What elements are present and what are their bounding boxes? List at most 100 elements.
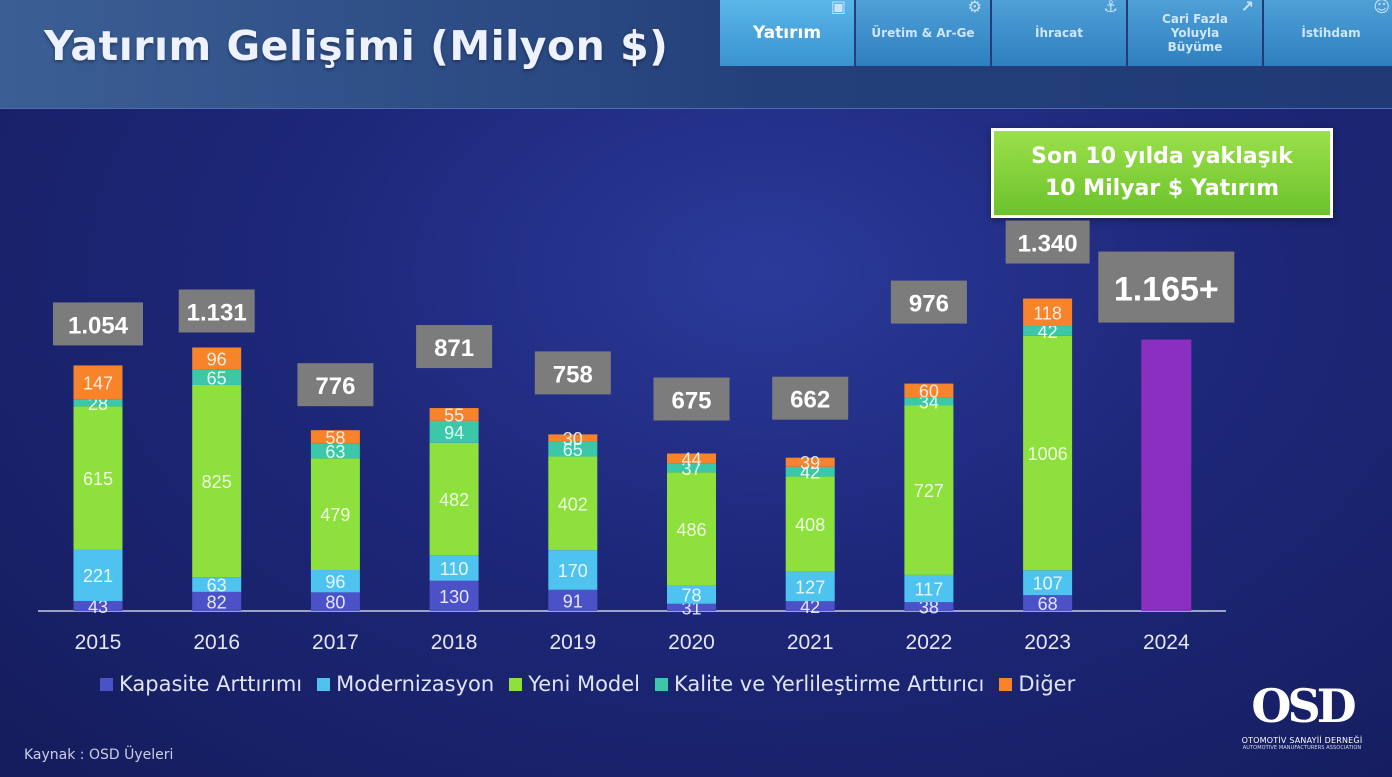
bar-segment-kapasite — [73, 600, 123, 611]
legend-item-kalite: Kalite ve Yerlileştirme Arttırıcı — [655, 672, 984, 696]
x-tick-label: 2020 — [668, 631, 715, 654]
x-tick-label: 2017 — [312, 631, 359, 654]
legend-item-modernizasyon: Modernizasyon — [317, 672, 494, 696]
legend-swatch — [100, 677, 113, 691]
bar-segment-yeni_model — [785, 476, 835, 572]
data-label: 82 — [207, 592, 227, 612]
total-box — [1005, 220, 1090, 264]
data-label: 63 — [325, 442, 345, 462]
data-label: 130 — [439, 587, 469, 607]
tab-yatirim[interactable]: ▣ Yatırım — [720, 0, 854, 66]
data-label: 147 — [83, 374, 113, 394]
bar-segment-kalite — [192, 369, 242, 385]
tab-ihracat[interactable]: ⚓ İhracat — [992, 0, 1126, 66]
data-label: 107 — [1033, 574, 1063, 594]
x-tick-label: 2021 — [787, 631, 834, 654]
gears-icon: ⚙ — [967, 0, 982, 16]
total-label: 871 — [434, 335, 474, 362]
data-label: 60 — [919, 382, 939, 402]
data-label: 39 — [800, 453, 820, 473]
chart-legend: Kapasite Arttırımı Modernizasyon Yeni Mo… — [100, 670, 1090, 698]
data-label: 37 — [681, 459, 701, 479]
data-label: 402 — [558, 494, 588, 514]
total-box — [653, 377, 730, 421]
total-box — [416, 325, 493, 369]
bar-segment-diger — [192, 347, 242, 370]
bar-segment-diger — [667, 453, 716, 464]
data-label: 94 — [444, 423, 464, 443]
tab-cari-fazla[interactable]: ↗ Cari Fazla Yoluyla Büyüme — [1128, 0, 1262, 66]
data-label: 482 — [439, 490, 469, 510]
x-tick-label: 2018 — [431, 631, 478, 654]
total-box — [297, 363, 374, 407]
bar-segment-yeni_model — [548, 456, 598, 551]
bar-segment-kapasite — [310, 592, 360, 611]
total-label: 776 — [315, 373, 355, 400]
bar-segment-kapasite — [429, 580, 479, 611]
data-label: 117 — [915, 580, 944, 600]
bar-segment-yeni_model — [1023, 335, 1073, 571]
bar-segment-diger — [904, 383, 954, 398]
x-tick-label: 2023 — [1024, 631, 1071, 654]
people-icon: ☺ — [1373, 0, 1390, 16]
data-label: 96 — [207, 350, 227, 370]
bar-segment-diger — [73, 365, 123, 400]
data-label: 42 — [1038, 322, 1058, 342]
summary-callout: Son 10 yılda yaklaşık 10 Milyar $ Yatırı… — [991, 128, 1333, 218]
total-box — [53, 302, 143, 346]
bar-segment-kalite — [667, 463, 716, 473]
tab-label: Yatırım — [752, 23, 822, 43]
data-label: 118 — [1033, 303, 1062, 323]
legend-item-diger: Diğer — [999, 672, 1075, 696]
bar-segment-diger — [429, 408, 479, 421]
data-label: 30 — [563, 429, 583, 449]
bar-segment-kalite — [785, 466, 835, 477]
data-label: 615 — [83, 469, 113, 489]
total-box — [1098, 251, 1235, 323]
legend-swatch — [655, 677, 669, 691]
tab-istihdam[interactable]: ☺ İstihdam — [1264, 0, 1392, 66]
data-label: 43 — [88, 597, 108, 617]
bar-segment-modernizasyon — [192, 577, 242, 592]
data-label: 727 — [914, 481, 944, 501]
total-box — [178, 289, 255, 333]
total-label: 976 — [909, 291, 949, 318]
tab-label: İstihdam — [1301, 26, 1361, 40]
total-box — [890, 280, 967, 324]
data-label: 825 — [202, 472, 232, 492]
ship-icon: ⚓ — [1103, 0, 1118, 16]
data-label: 1006 — [1028, 444, 1068, 464]
total-label: 1.340 — [1018, 231, 1078, 258]
data-label: 55 — [444, 405, 464, 425]
bar-segment-yeni_model — [310, 458, 360, 570]
logo-line-1: OTOMOTİV SANAYİİ DERNEĞİ — [1241, 736, 1363, 745]
callout-line-1: Son 10 yılda yaklaşık — [1031, 144, 1293, 169]
bar-segment-modernizasyon — [667, 585, 716, 604]
legend-label: Yeni Model — [528, 672, 641, 696]
legend-label: Diğer — [1018, 672, 1076, 696]
legend-swatch — [999, 677, 1013, 691]
data-label: 91 — [563, 591, 583, 611]
total-label: 675 — [671, 387, 711, 414]
legend-label: Kapasite Arttırımı — [119, 672, 303, 696]
x-tick-label: 2019 — [549, 631, 596, 654]
bar-segment-yeni_model — [429, 442, 479, 556]
tab-uretim-arge[interactable]: ⚙ Üretim & Ar-Ge — [856, 0, 990, 66]
bar-segment-kalite — [548, 441, 598, 457]
data-label: 110 — [440, 559, 469, 579]
bar-segment-modernizasyon — [73, 549, 123, 601]
data-label: 408 — [795, 515, 825, 535]
source-note: Kaynak : OSD Üyeleri — [24, 747, 174, 763]
chart-icon: ↗ — [1240, 0, 1254, 16]
data-label: 80 — [325, 593, 345, 613]
total-box — [534, 351, 611, 395]
bar-segment-diger — [785, 457, 835, 467]
data-label: 68 — [1038, 594, 1058, 614]
header-bar: Yatırım Gelişimi (Milyon $) ▣ Yatırım ⚙ … — [0, 0, 1392, 109]
tab-label: Üretim & Ar-Ge — [871, 26, 975, 40]
factory-icon: ▣ — [830, 0, 846, 16]
data-label: 78 — [681, 586, 701, 606]
page-title: Yatırım Gelişimi (Milyon $) — [44, 22, 669, 70]
total-box — [772, 376, 849, 420]
bar-segment-modernizasyon — [785, 571, 835, 602]
